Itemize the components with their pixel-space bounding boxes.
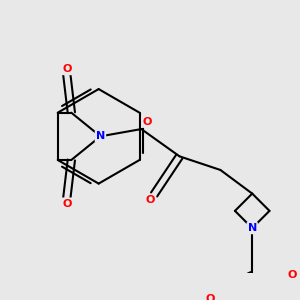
Text: N: N (248, 223, 257, 233)
Text: O: O (62, 199, 71, 208)
Text: O: O (206, 294, 215, 300)
Text: O: O (62, 64, 71, 74)
Text: O: O (146, 195, 155, 205)
Text: N: N (96, 131, 105, 141)
Text: O: O (287, 270, 297, 280)
Text: O: O (142, 117, 152, 127)
